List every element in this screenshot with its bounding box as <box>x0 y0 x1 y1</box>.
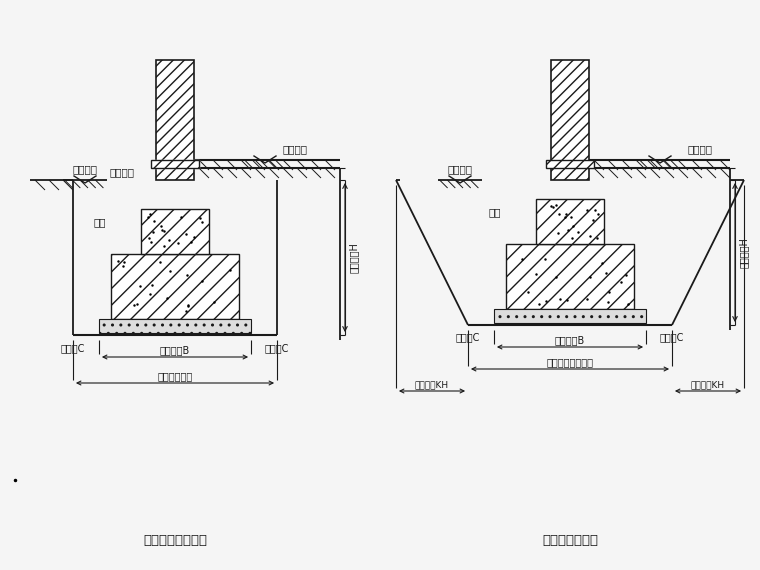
Bar <box>151 160 199 168</box>
Bar <box>551 60 589 180</box>
Text: 基础: 基础 <box>489 207 501 217</box>
Text: 室外地坪: 室外地坪 <box>72 164 97 174</box>
Text: 工作面C: 工作面C <box>264 343 290 353</box>
Text: 开挖深度H: 开挖深度H <box>739 237 749 268</box>
Text: 基础宽度B: 基础宽度B <box>555 335 585 345</box>
Text: 室内地坪: 室内地坪 <box>283 144 308 154</box>
Bar <box>546 160 594 168</box>
Bar <box>141 209 209 254</box>
Polygon shape <box>151 160 199 168</box>
Text: 放坡的基槽断面: 放坡的基槽断面 <box>542 534 598 547</box>
Text: 室外地坪: 室外地坪 <box>448 164 473 174</box>
Text: 工作面C: 工作面C <box>456 332 480 342</box>
Text: 基础宽度B: 基础宽度B <box>160 345 190 355</box>
Text: 放坡宽度KH: 放坡宽度KH <box>691 380 725 389</box>
Bar <box>99 319 251 333</box>
Bar <box>156 60 194 180</box>
Text: 工作面C: 工作面C <box>61 343 85 353</box>
Text: 室内地坪: 室内地坪 <box>688 144 713 154</box>
Text: 基础: 基础 <box>93 217 106 227</box>
Bar <box>494 309 646 323</box>
Text: 开挖深度H: 开挖深度H <box>349 242 359 273</box>
Bar <box>111 254 239 319</box>
Bar <box>506 244 634 309</box>
Text: 不放坡的基槽断面: 不放坡的基槽断面 <box>143 534 207 547</box>
Text: 放坡宽度KH: 放坡宽度KH <box>415 380 449 389</box>
Text: 室外地坪: 室外地坪 <box>109 167 134 177</box>
Bar <box>141 255 209 300</box>
Bar <box>536 199 604 244</box>
Text: 基槽开挖宽度: 基槽开挖宽度 <box>157 371 192 381</box>
Text: 工作面C: 工作面C <box>660 332 684 342</box>
Text: 基槽基底开挖宽度: 基槽基底开挖宽度 <box>546 357 594 367</box>
